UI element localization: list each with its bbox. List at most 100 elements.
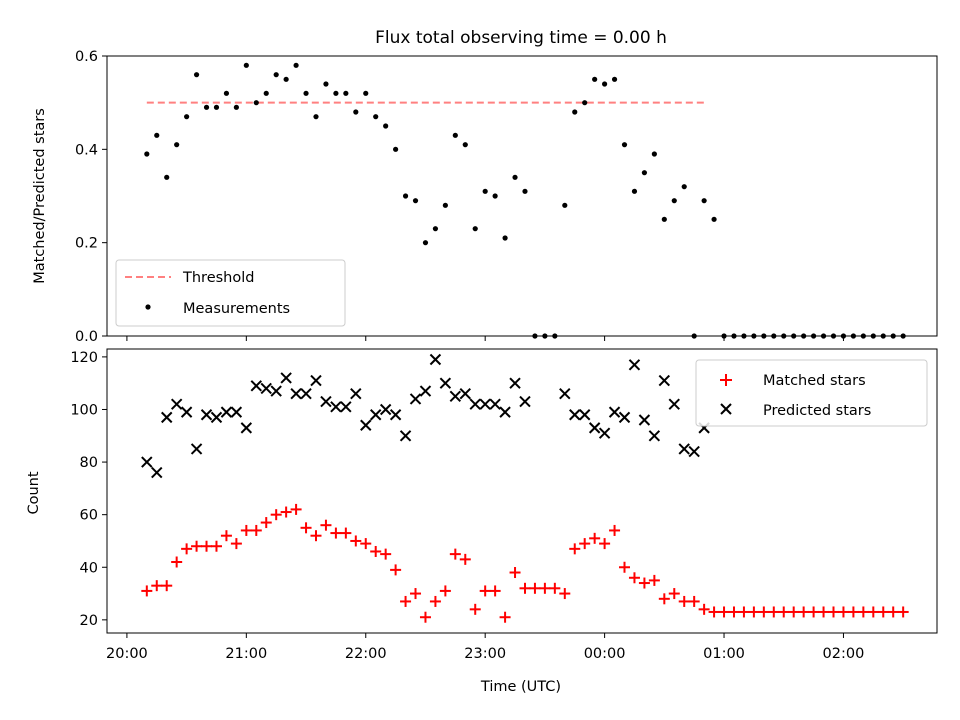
predicted-point bbox=[270, 385, 282, 397]
measurement-point bbox=[631, 188, 638, 194]
count-legend: Matched stars Predicted stars bbox=[695, 359, 928, 427]
matched-point bbox=[410, 588, 422, 600]
predicted-point bbox=[648, 430, 661, 442]
count-panel: 20 40 60 80 100 120 20:00 21:00 22:00 23:00 00:00… bbox=[26, 348, 938, 695]
matched-point bbox=[837, 606, 849, 618]
measurement-point bbox=[273, 72, 279, 78]
matched-point bbox=[419, 611, 431, 623]
matched-point bbox=[638, 577, 650, 589]
predicted-point bbox=[449, 390, 462, 403]
matched-point bbox=[459, 553, 471, 565]
predicted-point bbox=[409, 393, 422, 405]
ratio-y-ticks: 0.0 0.2 0.4 0.6 bbox=[75, 49, 107, 345]
predicted-point bbox=[180, 406, 193, 418]
measurement-point bbox=[512, 174, 518, 180]
predicted-point bbox=[290, 387, 302, 400]
measurement-point bbox=[343, 90, 349, 96]
predicted-point bbox=[678, 443, 690, 455]
matched-point bbox=[678, 595, 690, 607]
predicted-point bbox=[360, 419, 372, 431]
matched-point bbox=[171, 556, 183, 568]
measurement-point bbox=[393, 146, 399, 152]
matched-point bbox=[370, 545, 382, 557]
measurement-point bbox=[602, 81, 608, 87]
measurement-point bbox=[174, 142, 180, 148]
predicted-point bbox=[389, 409, 402, 421]
predicted-point bbox=[439, 377, 452, 389]
count-y-tick-label: 120 bbox=[70, 350, 98, 366]
matched-point bbox=[559, 588, 571, 600]
measurement-point bbox=[671, 198, 677, 204]
measurement-point bbox=[243, 62, 249, 68]
matched-point bbox=[201, 540, 213, 552]
measurements-legend-label: Measurements bbox=[183, 301, 290, 317]
measurement-point bbox=[363, 90, 369, 96]
matched-point bbox=[260, 517, 272, 529]
measurement-point bbox=[442, 202, 448, 208]
matched-point bbox=[161, 580, 173, 592]
measurement-point bbox=[412, 198, 419, 204]
matched-point bbox=[270, 509, 282, 521]
matched-point bbox=[330, 527, 342, 539]
predicted-point bbox=[370, 409, 382, 421]
predicted-point bbox=[598, 427, 611, 439]
matched-point bbox=[738, 606, 750, 618]
matched-point bbox=[599, 538, 611, 550]
matched-point bbox=[529, 582, 541, 594]
matched-point bbox=[798, 606, 810, 618]
matched-point bbox=[539, 582, 551, 594]
matched-point bbox=[549, 582, 561, 594]
matched-point bbox=[210, 540, 222, 552]
measurement-point bbox=[233, 104, 239, 110]
x-tick-label: 21:00 bbox=[225, 646, 267, 662]
matched-point bbox=[181, 543, 193, 555]
matched-point bbox=[390, 564, 402, 576]
matched-point bbox=[668, 588, 680, 600]
measurement-point bbox=[592, 76, 598, 82]
predicted-point bbox=[469, 398, 481, 410]
measurement-point bbox=[263, 90, 269, 96]
ratio-legend: Threshold Measurements bbox=[115, 259, 346, 327]
measurement-point bbox=[323, 81, 329, 87]
measurement-point bbox=[432, 226, 439, 232]
matched-point bbox=[191, 540, 203, 552]
matched-point bbox=[469, 603, 481, 615]
ratio-y-tick-label: 0.0 bbox=[75, 329, 98, 345]
predicted-point bbox=[300, 387, 312, 400]
measurement-point bbox=[203, 104, 210, 110]
predicted-point bbox=[618, 411, 631, 424]
predicted-point bbox=[608, 406, 621, 418]
predicted-point bbox=[310, 374, 322, 387]
measurement-point bbox=[383, 123, 389, 129]
count-y-tick-label: 20 bbox=[80, 613, 98, 629]
matched-point bbox=[768, 606, 780, 618]
measurement-point bbox=[582, 100, 588, 106]
measurement-point bbox=[422, 240, 429, 246]
matched-point bbox=[151, 580, 163, 592]
predicted-point bbox=[668, 398, 680, 410]
predicted-point bbox=[509, 377, 521, 389]
matched-point bbox=[141, 585, 153, 597]
matched-point bbox=[230, 538, 242, 550]
predicted-point bbox=[628, 359, 641, 371]
count-y-tick-label: 60 bbox=[80, 508, 98, 524]
predicted-point bbox=[399, 430, 412, 442]
matched-point bbox=[648, 574, 660, 586]
measurement-point bbox=[144, 151, 150, 157]
count-y-tick-label: 40 bbox=[80, 560, 98, 576]
matched-point bbox=[340, 527, 352, 539]
matched-legend-marker bbox=[720, 374, 732, 386]
measurement-point bbox=[154, 132, 160, 138]
predicted-point bbox=[489, 398, 501, 410]
measurement-point bbox=[193, 72, 200, 78]
matched-point bbox=[569, 543, 581, 555]
measurement-point bbox=[572, 109, 578, 115]
count-y-tick-label: 80 bbox=[80, 455, 98, 471]
matched-point bbox=[877, 606, 889, 618]
x-axis-label: Time (UTC) bbox=[480, 679, 561, 695]
matched-point bbox=[589, 532, 601, 544]
x-tick-label: 22:00 bbox=[345, 646, 387, 662]
predicted-point bbox=[141, 456, 153, 468]
predicted-point bbox=[429, 353, 442, 366]
